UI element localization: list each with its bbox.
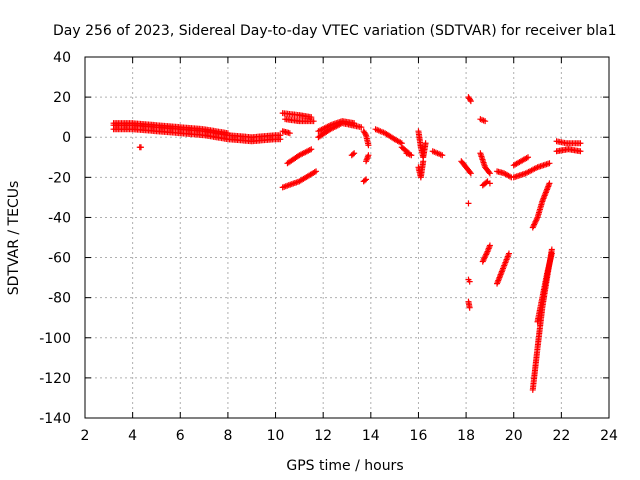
chart-title: Day 256 of 2023, Sidereal Day-to-day VTE… bbox=[53, 23, 616, 39]
y-tick-label: -140 bbox=[39, 411, 71, 427]
axes: 2 4 6 8 10 12 14 16 18 20 22 24-140-120-100-80-60-4… bbox=[39, 50, 618, 444]
data-point bbox=[311, 169, 318, 176]
y-tick-label: 0 bbox=[62, 130, 71, 146]
x-tick-label: 14 bbox=[362, 428, 380, 444]
data-point bbox=[408, 152, 415, 159]
data-point bbox=[577, 148, 584, 155]
data-point bbox=[420, 158, 427, 165]
data-point bbox=[310, 118, 317, 125]
data-point bbox=[467, 98, 474, 105]
data-point bbox=[361, 177, 368, 184]
x-tick-label: 16 bbox=[410, 428, 428, 444]
x-tick-label: 24 bbox=[600, 428, 618, 444]
x-tick-label: 12 bbox=[314, 428, 332, 444]
data-point bbox=[505, 250, 512, 257]
data-point bbox=[546, 160, 553, 167]
data-point bbox=[546, 180, 553, 187]
data-point bbox=[351, 150, 358, 157]
y-tick-label: -60 bbox=[48, 251, 71, 267]
x-tick-label: 20 bbox=[505, 428, 523, 444]
data-point bbox=[465, 200, 472, 207]
data-point bbox=[137, 144, 144, 151]
data-point bbox=[466, 278, 473, 285]
y-tick-label: -120 bbox=[39, 371, 71, 387]
data-point bbox=[224, 130, 231, 137]
data-points bbox=[110, 94, 584, 393]
data-point bbox=[485, 169, 492, 176]
data-point bbox=[466, 169, 473, 176]
y-tick-label: -100 bbox=[39, 331, 71, 347]
data-point bbox=[525, 154, 532, 161]
x-tick-label: 6 bbox=[176, 428, 185, 444]
data-point bbox=[362, 130, 369, 137]
data-point bbox=[349, 151, 356, 158]
y-tick-label: -20 bbox=[48, 170, 71, 186]
x-tick-label: 8 bbox=[223, 428, 232, 444]
data-point bbox=[483, 179, 490, 186]
x-tick-label: 22 bbox=[552, 428, 570, 444]
data-point bbox=[286, 130, 293, 137]
data-point bbox=[577, 140, 584, 147]
data-point bbox=[467, 170, 474, 177]
data-point bbox=[466, 304, 473, 311]
x-tick-label: 10 bbox=[267, 428, 285, 444]
plot-frame bbox=[84, 56, 610, 419]
data-point bbox=[422, 140, 429, 147]
data-point bbox=[486, 242, 493, 249]
data-point bbox=[363, 176, 370, 183]
data-point bbox=[365, 142, 372, 149]
y-tick-label: 40 bbox=[53, 50, 71, 66]
x-axis-label: GPS time / hours bbox=[286, 458, 403, 474]
data-point bbox=[351, 120, 358, 127]
x-tick-label: 4 bbox=[128, 428, 137, 444]
y-tick-label: 20 bbox=[53, 90, 71, 106]
y-axis-label: SDTVAR / TECUs bbox=[6, 181, 22, 296]
data-point bbox=[467, 96, 474, 103]
x-tick-label: 2 bbox=[81, 428, 90, 444]
x-tick-label: 18 bbox=[457, 428, 475, 444]
data-point bbox=[308, 114, 315, 121]
data-point bbox=[482, 118, 489, 125]
data-point bbox=[358, 124, 365, 131]
data-point bbox=[308, 146, 315, 153]
data-point bbox=[486, 170, 493, 177]
y-tick-label: -40 bbox=[48, 210, 71, 226]
data-point bbox=[486, 180, 493, 187]
data-point bbox=[277, 136, 284, 143]
data-point bbox=[439, 152, 446, 159]
data-point bbox=[548, 250, 555, 257]
data-point bbox=[365, 152, 372, 159]
y-tick-label: -80 bbox=[48, 291, 71, 307]
data-point bbox=[313, 168, 320, 175]
